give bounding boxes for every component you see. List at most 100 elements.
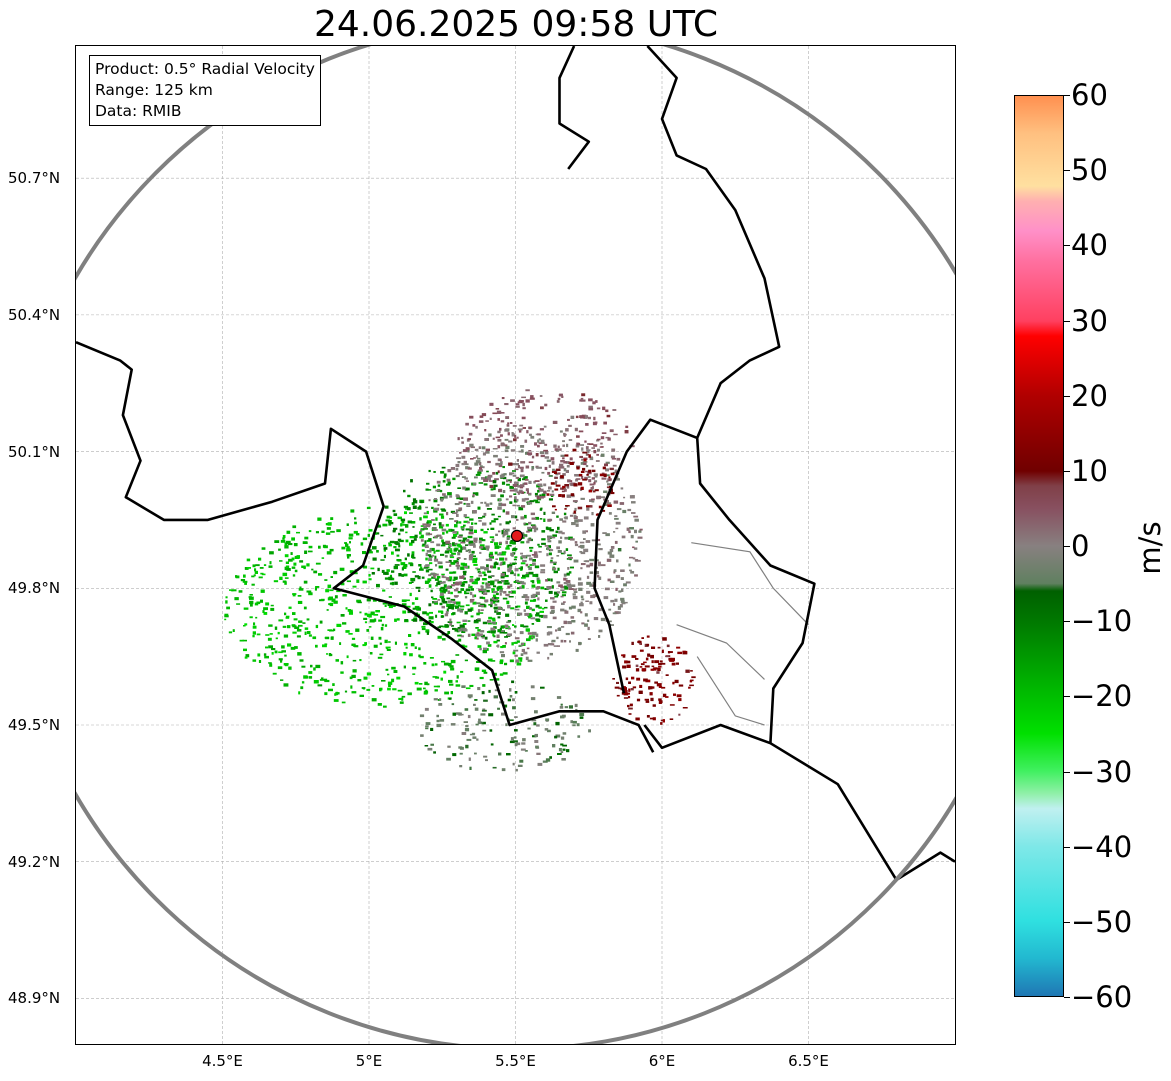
echo-bin: [571, 605, 576, 609]
echo-bin: [556, 696, 562, 699]
echo-bin: [474, 636, 478, 640]
echo-bin: [462, 623, 467, 625]
echo-bin: [252, 625, 257, 629]
echo-bin: [287, 625, 291, 629]
echo-bin: [331, 636, 334, 638]
echo-bin: [454, 628, 459, 632]
echo-bin: [490, 630, 496, 634]
echo-bin: [536, 724, 540, 727]
echo-bin: [586, 473, 589, 476]
echo-bin: [461, 455, 466, 459]
echo-bin: [614, 686, 620, 689]
echo-bin: [259, 567, 264, 569]
echo-bin: [420, 528, 425, 531]
echo-bin: [579, 716, 584, 719]
echo-bin: [400, 518, 406, 522]
echo-bin: [583, 538, 586, 540]
echo-bin: [440, 508, 446, 510]
echo-bin: [557, 753, 562, 755]
colorbar-tick-label: −20: [1071, 679, 1133, 714]
echo-bin: [530, 617, 536, 620]
echo-bin: [428, 584, 432, 588]
echo-bin: [623, 496, 626, 499]
echo-bin: [563, 433, 567, 436]
echo-bin: [512, 624, 515, 626]
map-panel[interactable]: [75, 45, 956, 1045]
echo-bin: [613, 500, 619, 504]
echo-bin: [277, 666, 283, 670]
echo-bin: [509, 495, 513, 498]
echo-bin: [496, 410, 502, 414]
echo-bin: [580, 601, 583, 605]
echo-bin: [549, 652, 553, 656]
echo-bin: [492, 437, 495, 440]
echo-bin: [288, 558, 293, 562]
echo-bin: [594, 489, 599, 492]
echo-bin: [524, 750, 528, 752]
echo-bin: [447, 745, 451, 748]
echo-bin: [493, 626, 497, 629]
echo-bin: [659, 660, 663, 663]
echo-bin: [412, 618, 418, 622]
echo-bin: [526, 572, 529, 574]
echo-bin: [635, 658, 639, 660]
echo-bin: [499, 588, 503, 590]
echo-bin: [463, 577, 466, 580]
echo-bin: [691, 676, 696, 679]
echo-bin: [471, 522, 474, 525]
echo-bin: [445, 577, 450, 581]
echo-bin: [274, 540, 280, 543]
echo-bin: [631, 445, 635, 448]
echo-bin: [449, 618, 452, 621]
echo-bin: [418, 589, 421, 592]
echo-bin: [424, 681, 428, 686]
echo-bin: [513, 547, 516, 550]
echo-bin: [565, 505, 570, 507]
echo-bin: [495, 678, 500, 681]
echo-bin: [511, 680, 515, 684]
echo-bin: [567, 621, 572, 625]
echo-bin: [576, 466, 580, 470]
echo-bin: [465, 447, 470, 451]
echo-bin: [626, 660, 631, 664]
echo-bin: [251, 583, 255, 586]
echo-bin: [430, 589, 433, 593]
echo-bin: [580, 486, 584, 490]
echo-bin: [348, 537, 353, 540]
echo-bin: [579, 541, 585, 544]
echo-bin: [466, 539, 470, 542]
echo-bin: [453, 548, 457, 552]
echo-bin: [473, 537, 478, 541]
echo-bin: [594, 480, 598, 483]
echo-bin: [641, 668, 647, 672]
echo-bin: [513, 499, 518, 503]
echo-bin: [544, 456, 550, 459]
echo-bin: [506, 483, 510, 486]
echo-bin: [490, 580, 495, 584]
echo-bin: [512, 762, 515, 766]
echo-bin: [284, 577, 289, 579]
echo-bin: [521, 648, 525, 653]
echo-bin: [384, 624, 388, 627]
echo-bin: [497, 418, 500, 421]
echo-bin: [544, 466, 548, 471]
echo-bin: [482, 452, 486, 456]
echo-bin: [486, 631, 490, 633]
echo-bin: [575, 648, 579, 652]
velocity-colorbar: [1014, 95, 1064, 997]
echo-bin: [364, 642, 367, 646]
echo-bin: [409, 512, 413, 514]
echo-bin: [556, 555, 560, 557]
echo-bin: [242, 580, 248, 583]
echo-bin: [336, 590, 341, 593]
echo-bin: [235, 575, 240, 579]
echo-bin: [628, 563, 631, 567]
echo-bin: [432, 676, 438, 678]
lat-tick-label: 49.8°N: [8, 579, 61, 598]
echo-bin: [494, 603, 498, 606]
colorbar-tick-mark: [1064, 621, 1070, 623]
echo-bin: [430, 727, 434, 731]
echo-bin: [474, 462, 479, 466]
echo-bin: [263, 564, 267, 566]
echo-bin: [482, 592, 488, 595]
